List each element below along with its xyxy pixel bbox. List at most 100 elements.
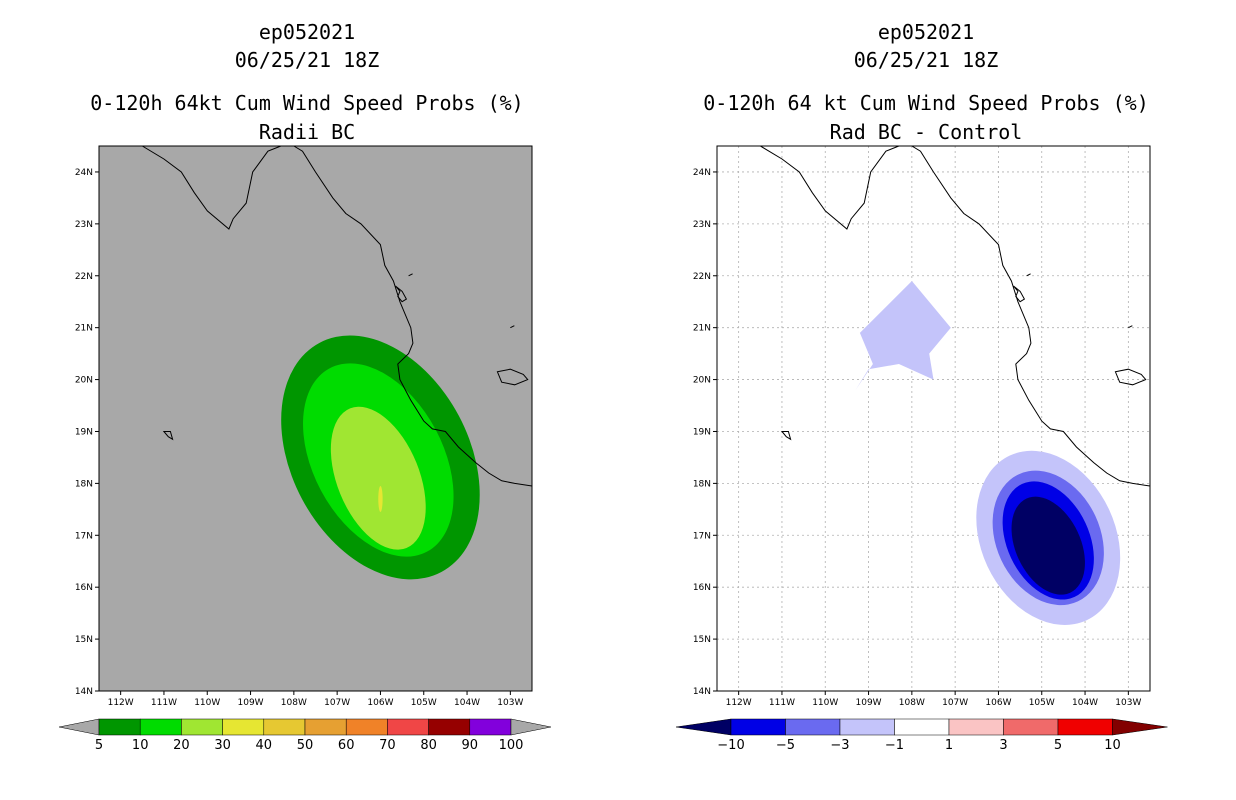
left-titles: ep052021 06/25/21 18Z 0-120h 64kt Cum Wi… <box>90 20 523 144</box>
coastline-mexico <box>911 145 1151 487</box>
right-colorbar: −10 −5 −3 −1 1 3 5 10 <box>675 718 1168 753</box>
colorbar-swatch <box>139 718 182 736</box>
colorbar-swatch <box>98 718 141 736</box>
right-x-axis: 112W 111W 110W 109W 108W 107W 106W 105W 104W 103W <box>726 691 1141 708</box>
right-map-frame <box>716 145 1151 692</box>
y-tick-label: 23N <box>693 220 711 230</box>
right-map: 112W 111W 110W 109W 108W 107W 106W 105W 104W 103W… <box>693 145 1151 708</box>
colorbar-swatch <box>345 718 388 736</box>
x-tick-label: 107W <box>942 698 968 708</box>
left-title-subtitle: Radii BC <box>259 120 355 144</box>
right-title-subtitle: Rad BC - Control <box>830 120 1023 144</box>
lake <box>510 325 515 329</box>
y-tick-label: 14N <box>693 687 711 697</box>
colorbar-swatch <box>1057 718 1113 736</box>
colorbar-label: 5 <box>95 738 103 753</box>
y-tick-label: 20N <box>75 376 93 386</box>
colorbar-swatch <box>181 718 223 736</box>
y-tick-label: 18N <box>75 479 93 489</box>
x-tick-label: 109W <box>238 698 264 708</box>
right-y-axis: 14N 15N 16N 17N 18N 19N 20N 21N 22N 23N 24N <box>693 168 717 697</box>
x-tick-label: 112W <box>726 698 752 708</box>
y-tick-label: 19N <box>75 427 93 437</box>
y-tick-label: 24N <box>75 168 93 178</box>
colorbar-swatch <box>387 718 429 736</box>
colorbar-swatch <box>469 718 512 736</box>
lake <box>1026 273 1031 277</box>
colorbar-label: 40 <box>256 738 273 753</box>
y-tick-label: 14N <box>75 687 93 697</box>
y-tick-label: 17N <box>75 531 93 541</box>
left-coastline <box>142 145 533 487</box>
x-tick-label: 104W <box>1072 698 1098 708</box>
colorbar-swatch <box>304 718 347 736</box>
colorbar-label: −10 <box>717 738 744 753</box>
colorbar-label: 60 <box>338 738 355 753</box>
colorbar-label: 10 <box>132 738 149 753</box>
x-tick-label: 107W <box>324 698 350 708</box>
left-colorbar: 5 10 20 30 40 50 60 70 80 90 100 <box>58 718 552 753</box>
right-titles: ep052021 06/25/21 18Z 0-120h 64 kt Cum W… <box>703 20 1149 144</box>
colorbar-extend-low <box>58 718 100 736</box>
left-x-axis: 112W 111W 110W 109W 108W 107W 106W 105W 104W 103W <box>108 691 523 708</box>
colorbar-label: −3 <box>830 738 849 753</box>
left-map: 112W 111W 110W 109W 108W 107W 106W 105W 104W 103W… <box>75 145 533 708</box>
island <box>780 431 792 441</box>
colorbar-label: 90 <box>462 738 479 753</box>
colorbar-label: 5 <box>1054 738 1062 753</box>
island <box>1013 285 1026 303</box>
left-title-product: 0-120h 64kt Cum Wind Speed Probs (%) <box>90 91 523 115</box>
colorbar-label: 20 <box>173 738 190 753</box>
x-tick-label: 110W <box>194 698 220 708</box>
colorbar-swatch <box>894 718 950 736</box>
colorbar-swatch <box>1003 718 1059 736</box>
x-tick-label: 112W <box>108 698 134 708</box>
x-tick-label: 103W <box>497 698 523 708</box>
colorbar-label: −5 <box>776 738 795 753</box>
x-tick-label: 111W <box>769 698 795 708</box>
x-tick-label: 106W <box>367 698 393 708</box>
colorbar-label: 50 <box>297 738 314 753</box>
colorbar-label: 10 <box>1104 738 1121 753</box>
colorbar-extend-high <box>1112 718 1168 736</box>
x-tick-label: 105W <box>411 698 437 708</box>
colorbar-extend-high <box>510 718 552 736</box>
colorbar-label: 1 <box>945 738 953 753</box>
colorbar-swatch <box>263 718 306 736</box>
y-tick-label: 20N <box>693 376 711 386</box>
y-tick-label: 15N <box>75 635 93 645</box>
right-coastline <box>760 145 1151 487</box>
colorbar-label: 3 <box>999 738 1007 753</box>
y-tick-label: 18N <box>693 479 711 489</box>
colorbar-label: 80 <box>420 738 437 753</box>
left-title-date: 06/25/21 18Z <box>235 48 380 72</box>
y-tick-label: 19N <box>693 427 711 437</box>
right-title-product: 0-120h 64 kt Cum Wind Speed Probs (%) <box>703 91 1149 115</box>
y-tick-label: 23N <box>75 220 93 230</box>
colorbar-swatch <box>730 718 786 736</box>
field-contour <box>330 406 426 550</box>
x-tick-label: 104W <box>454 698 480 708</box>
island <box>395 285 408 303</box>
island <box>496 368 529 386</box>
colorbar-label: 30 <box>214 738 231 753</box>
x-tick-label: 103W <box>1115 698 1141 708</box>
y-tick-label: 22N <box>693 272 711 282</box>
x-tick-label: 108W <box>281 698 307 708</box>
left-y-axis: 14N 15N 16N 17N 18N 19N 20N 21N 22N 23N 24N <box>75 168 99 697</box>
left-title-storm: ep052021 <box>259 20 355 44</box>
island <box>1114 368 1147 386</box>
y-tick-label: 17N <box>693 531 711 541</box>
field-contour <box>378 485 383 512</box>
lake <box>1128 325 1133 329</box>
field-contour <box>1011 496 1085 595</box>
colorbar-label: 100 <box>499 738 524 753</box>
coastline-mexico <box>293 145 533 487</box>
lake <box>408 273 413 277</box>
x-tick-label: 109W <box>856 698 882 708</box>
y-tick-label: 21N <box>75 324 93 334</box>
coastline-baja <box>760 145 900 230</box>
x-tick-label: 111W <box>151 698 177 708</box>
x-tick-label: 105W <box>1029 698 1055 708</box>
x-tick-label: 106W <box>985 698 1011 708</box>
